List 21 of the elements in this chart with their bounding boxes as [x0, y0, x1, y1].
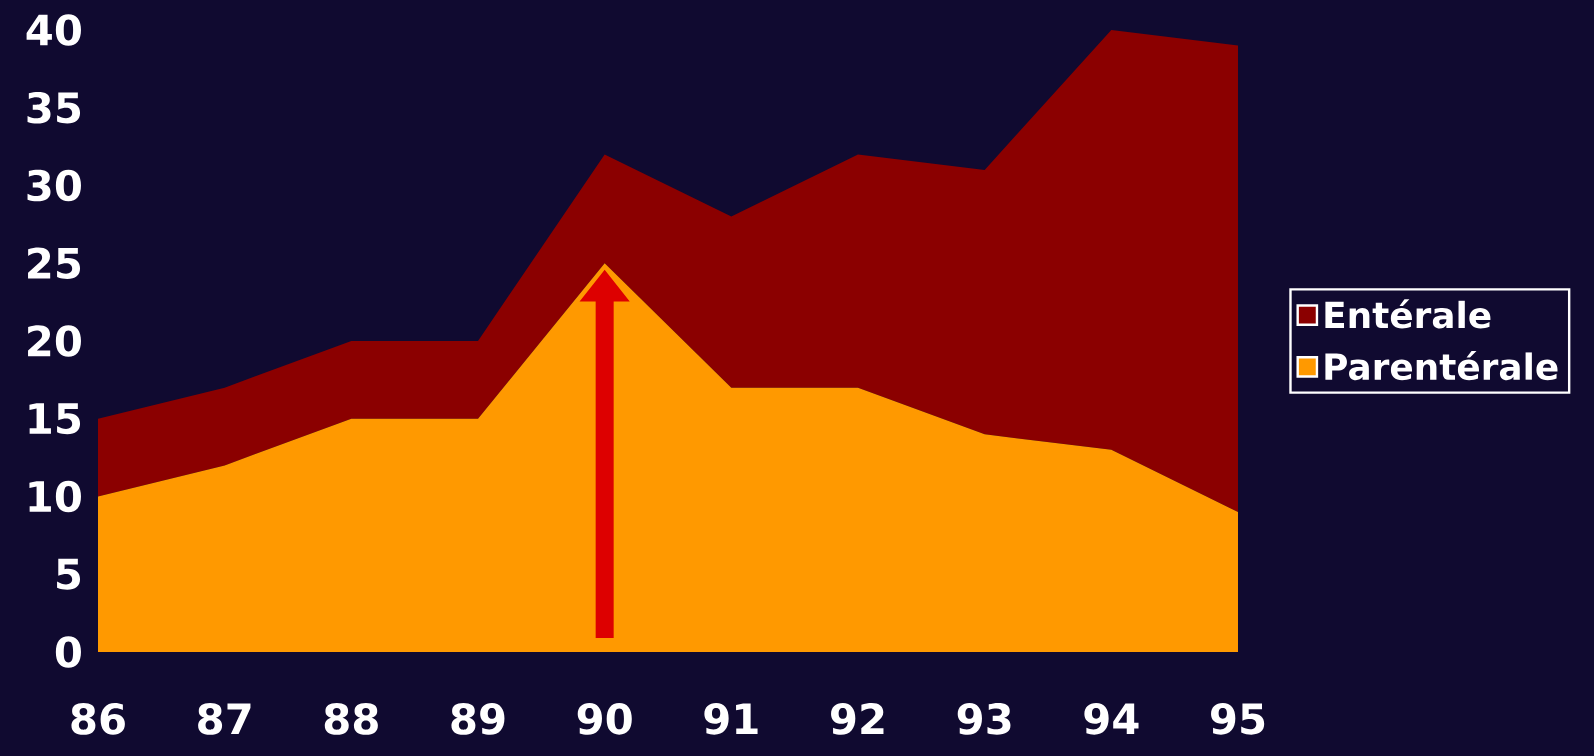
x-tick-label: 92 [831, 703, 884, 735]
y-tick-label: 10 [29, 480, 81, 513]
legend-label: Entérale [1325, 299, 1491, 329]
x-tick-label: 91 [704, 703, 758, 735]
x-tick-label: 93 [957, 703, 1011, 735]
legend-label: Parentérale [1325, 350, 1558, 381]
x-tick-label: 86 [71, 703, 125, 735]
x-tick-label: 90 [577, 703, 632, 735]
y-tick-label: 15 [29, 403, 81, 435]
y-tick-label: 40 [26, 14, 81, 46]
y-tick-label: 35 [27, 91, 81, 124]
x-tick-label: 95 [1211, 703, 1265, 735]
x-tick-label: 94 [1084, 703, 1139, 735]
x-tick-label: 88 [324, 703, 378, 735]
y-tick-label: 30 [27, 169, 81, 202]
y-tick-label: 20 [28, 325, 81, 357]
y-tick-label: 0 [55, 636, 81, 668]
x-tick-label: 89 [451, 703, 505, 735]
x-tick-label: 87 [198, 703, 251, 735]
y-tick-label: 25 [28, 247, 81, 280]
y-tick-label: 5 [57, 558, 81, 590]
